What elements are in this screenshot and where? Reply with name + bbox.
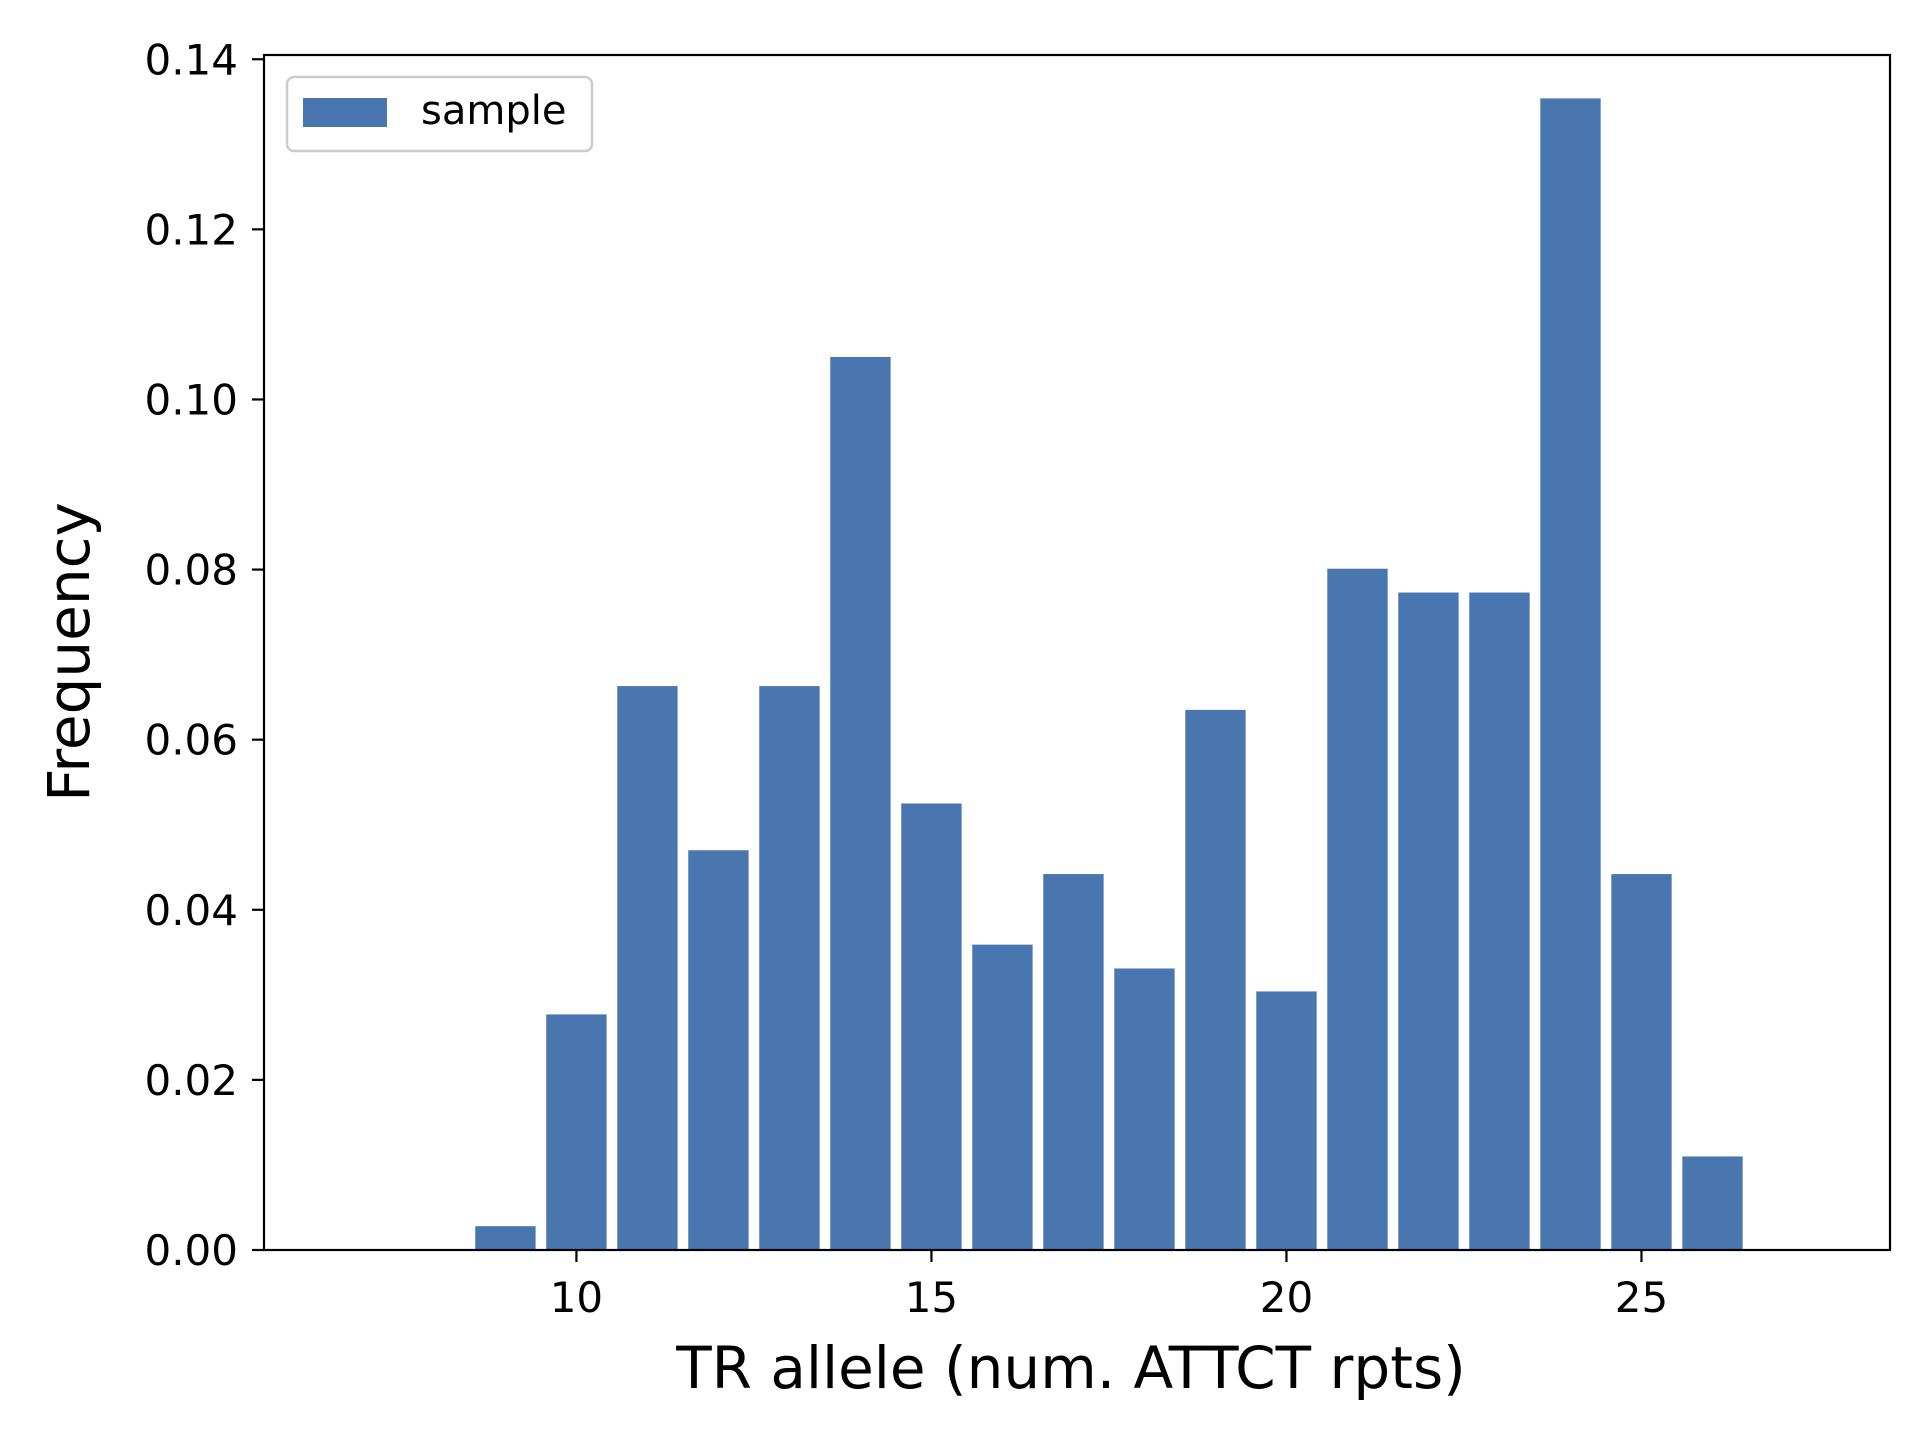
- bar-12: [688, 850, 749, 1250]
- bar-21: [1327, 568, 1388, 1250]
- bar-13: [759, 686, 820, 1250]
- legend-frame: [285, 75, 594, 153]
- bar-10: [546, 1014, 607, 1250]
- bar-16: [972, 944, 1033, 1250]
- bar-11: [617, 686, 678, 1250]
- bars-group: [475, 98, 1743, 1251]
- bar-25: [1611, 874, 1672, 1250]
- bar-9: [475, 1226, 536, 1250]
- y-axis-label: Frequency: [35, 502, 103, 802]
- legend-label-sample: sample: [421, 88, 566, 134]
- x-axis-ticks: 10 15 20 25: [550, 1250, 1668, 1322]
- legend: sample: [285, 75, 594, 153]
- y-tick-label: 0.04: [144, 886, 238, 935]
- y-axis-ticks: 0.00 0.02 0.04 0.06 0.08 0.10 0.12 0.14: [144, 35, 264, 1275]
- bar-19: [1185, 709, 1246, 1250]
- bar-22: [1398, 592, 1459, 1250]
- legend-swatch-sample: [303, 98, 387, 127]
- plot-frame: [262, 53, 1892, 1252]
- bar-17: [1043, 874, 1104, 1250]
- y-tick-label: 0.00: [144, 1226, 238, 1275]
- bar-18: [1114, 968, 1175, 1250]
- bar-26: [1682, 1156, 1743, 1250]
- x-tick-label: 10: [550, 1273, 603, 1322]
- bar-15: [901, 803, 962, 1250]
- y-tick-label: 0.14: [144, 35, 238, 84]
- x-tick-label: 25: [1615, 1273, 1668, 1322]
- bar-24: [1540, 98, 1601, 1251]
- y-tick-label: 0.06: [144, 716, 238, 765]
- x-axis-label: TR allele (num. ATTCT rpts): [675, 1334, 1466, 1402]
- y-tick-label: 0.12: [144, 205, 238, 254]
- bar-23: [1469, 592, 1530, 1250]
- bar-14: [830, 356, 891, 1250]
- bar-20: [1256, 991, 1317, 1250]
- y-tick-label: 0.02: [144, 1056, 238, 1105]
- y-tick-label: 0.08: [144, 546, 238, 595]
- y-tick-label: 0.10: [144, 375, 238, 424]
- x-tick-label: 20: [1260, 1273, 1313, 1322]
- x-tick-label: 15: [905, 1273, 958, 1322]
